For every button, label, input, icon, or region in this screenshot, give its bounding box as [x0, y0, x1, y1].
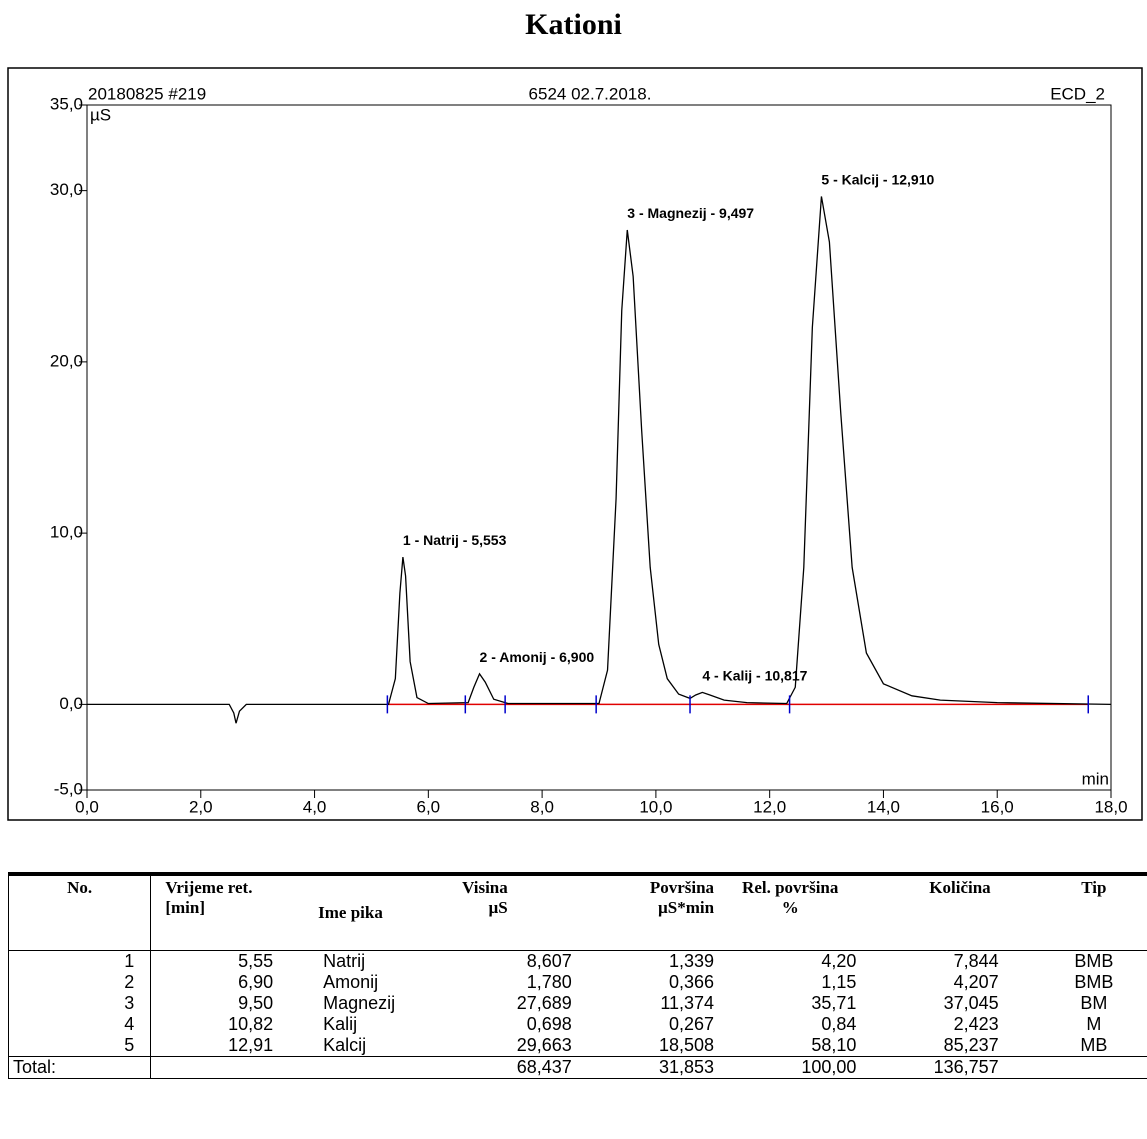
x-tick-label: 14,0: [867, 797, 900, 816]
cell: Kalcij: [323, 1035, 367, 1055]
cell: 11,374: [660, 993, 715, 1013]
x-tick-label: 12,0: [753, 797, 786, 816]
cell: 2: [7, 972, 152, 993]
y-tick-label: 20,0: [50, 351, 83, 370]
data-row: 2 6,90 Amonij 1,780 0,366 1,15 4,207 BMB: [7, 972, 1147, 993]
data-row: 4 10,82 Kalij 0,698 0,267 0,84 2,423 M: [7, 1014, 1147, 1035]
cell: 12,91: [228, 1035, 274, 1055]
cell: [1004, 1056, 1147, 1079]
cell: 5: [7, 1035, 152, 1057]
cell: BMB: [1074, 972, 1114, 992]
total-cell: 136,757: [862, 1056, 1005, 1079]
cell: 1,339: [669, 951, 715, 971]
total-cell: 100,00: [720, 1056, 863, 1079]
x-tick-label: 4,0: [303, 797, 327, 816]
cell: Natrij: [323, 951, 366, 971]
header-cell: Tip: [1004, 872, 1147, 951]
cell: BM: [1080, 993, 1108, 1013]
cell: Amonij: [323, 972, 379, 992]
cell: 10,82: [228, 1014, 274, 1034]
cell: M: [1086, 1014, 1102, 1034]
header-center: 6524 02.7.2018.: [529, 84, 652, 103]
total-cell: 68,437: [435, 1056, 578, 1079]
cell: 5,55: [238, 951, 274, 971]
y-tick-label: 30,0: [50, 180, 83, 199]
header-cell: Ime pika: [293, 872, 436, 951]
cell: 3: [7, 993, 152, 1014]
cell: BMB: [1074, 951, 1114, 971]
header-cell: Rel. površina %: [720, 872, 863, 951]
x-tick-label: 10,0: [639, 797, 672, 816]
cell: 6,90: [238, 972, 274, 992]
cell: 7,844: [953, 951, 999, 971]
cell: 1,780: [526, 972, 572, 992]
total-row: Total: 68,437 31,853 100,00 136,757: [7, 1056, 1147, 1079]
cell: 18,508: [659, 1035, 715, 1055]
cell: 37,045: [943, 993, 999, 1013]
cell: Magnezij: [323, 993, 396, 1013]
cell: 9,50: [238, 993, 274, 1013]
peak-label: 2 - Amonij - 6,900: [480, 649, 595, 665]
x-axis-label: min: [1082, 769, 1109, 788]
cell: 4: [7, 1014, 152, 1035]
total-label: Total:: [7, 1056, 152, 1079]
header-cell: Visina µS: [435, 872, 578, 951]
x-tick-label: 8,0: [530, 797, 554, 816]
peak-label: 4 - Kalij - 10,817: [702, 667, 807, 683]
cell: 1,15: [821, 972, 857, 992]
cell: 85,237: [943, 1035, 999, 1055]
cell: MB: [1080, 1035, 1108, 1055]
cell: 2,423: [953, 1014, 999, 1034]
cell: 0,84: [821, 1014, 857, 1034]
data-row: 3 9,50 Magnezij 27,689 11,374 35,71 37,045 BM: [7, 993, 1147, 1014]
cell: 1: [7, 950, 152, 972]
chart-frame: [7, 67, 1143, 821]
trace: [87, 196, 1112, 724]
plot-frame: [86, 104, 1112, 791]
header-cell: No.: [7, 872, 152, 951]
header-cell: Površina µS*min: [577, 872, 721, 951]
cell: [293, 1056, 436, 1079]
cell: 35,71: [811, 993, 857, 1013]
cell: 58,10: [811, 1035, 857, 1055]
data-row: 1 5,55 Natrij 8,607 1,339 4,20 7,844 BMB: [7, 950, 1147, 972]
chart: 20180825 #219 6524 02.7.2018. ECD_2 µS m…: [7, 67, 1143, 821]
data-row: 5 12,91 Kalcij 29,663 18,508 58,10 85,237 MB: [7, 1035, 1147, 1057]
results-table: No. Vrijeme ret. [min] Ime pika Visina µS Po…: [7, 872, 1147, 1079]
y-tick-label: 0,0: [59, 694, 83, 713]
cell: [150, 1056, 294, 1079]
header-cell: Vrijeme ret. [min]: [150, 872, 294, 951]
y-tick-label: 35,0: [50, 94, 83, 113]
header-right: ECD_2: [1050, 84, 1105, 103]
cell: 29,663: [516, 1035, 572, 1055]
cell: 4,207: [953, 972, 999, 992]
peak-label: 5 - Kalcij - 12,910: [821, 171, 934, 187]
peak-label: 1 - Natrij - 5,553: [403, 532, 507, 548]
header-left: 20180825 #219: [88, 84, 206, 103]
x-tick-label: 18,0: [1094, 797, 1127, 816]
x-tick-label: 6,0: [417, 797, 441, 816]
peak-label: 3 - Magnezij - 9,497: [627, 205, 754, 221]
cell: 0,267: [669, 1014, 715, 1034]
cell: 0,698: [526, 1014, 572, 1034]
cell: 8,607: [526, 951, 572, 971]
y-tick-label: -5,0: [54, 779, 83, 798]
y-axis-label: µS: [90, 105, 111, 124]
cell: Kalij: [323, 1014, 358, 1034]
y-tick-label: 10,0: [50, 523, 83, 542]
total-cell: 31,853: [577, 1056, 721, 1079]
cell: 0,366: [669, 972, 715, 992]
header-row: No. Vrijeme ret. [min] Ime pika Visina µS Po…: [7, 872, 1147, 951]
x-tick-label: 16,0: [981, 797, 1014, 816]
cell: 27,689: [516, 993, 572, 1013]
x-tick-label: 0,0: [75, 797, 99, 816]
page-title: Kationi: [525, 8, 622, 41]
cell: 4,20: [821, 951, 857, 971]
x-tick-label: 2,0: [189, 797, 213, 816]
header-cell: Količina: [862, 872, 1005, 951]
